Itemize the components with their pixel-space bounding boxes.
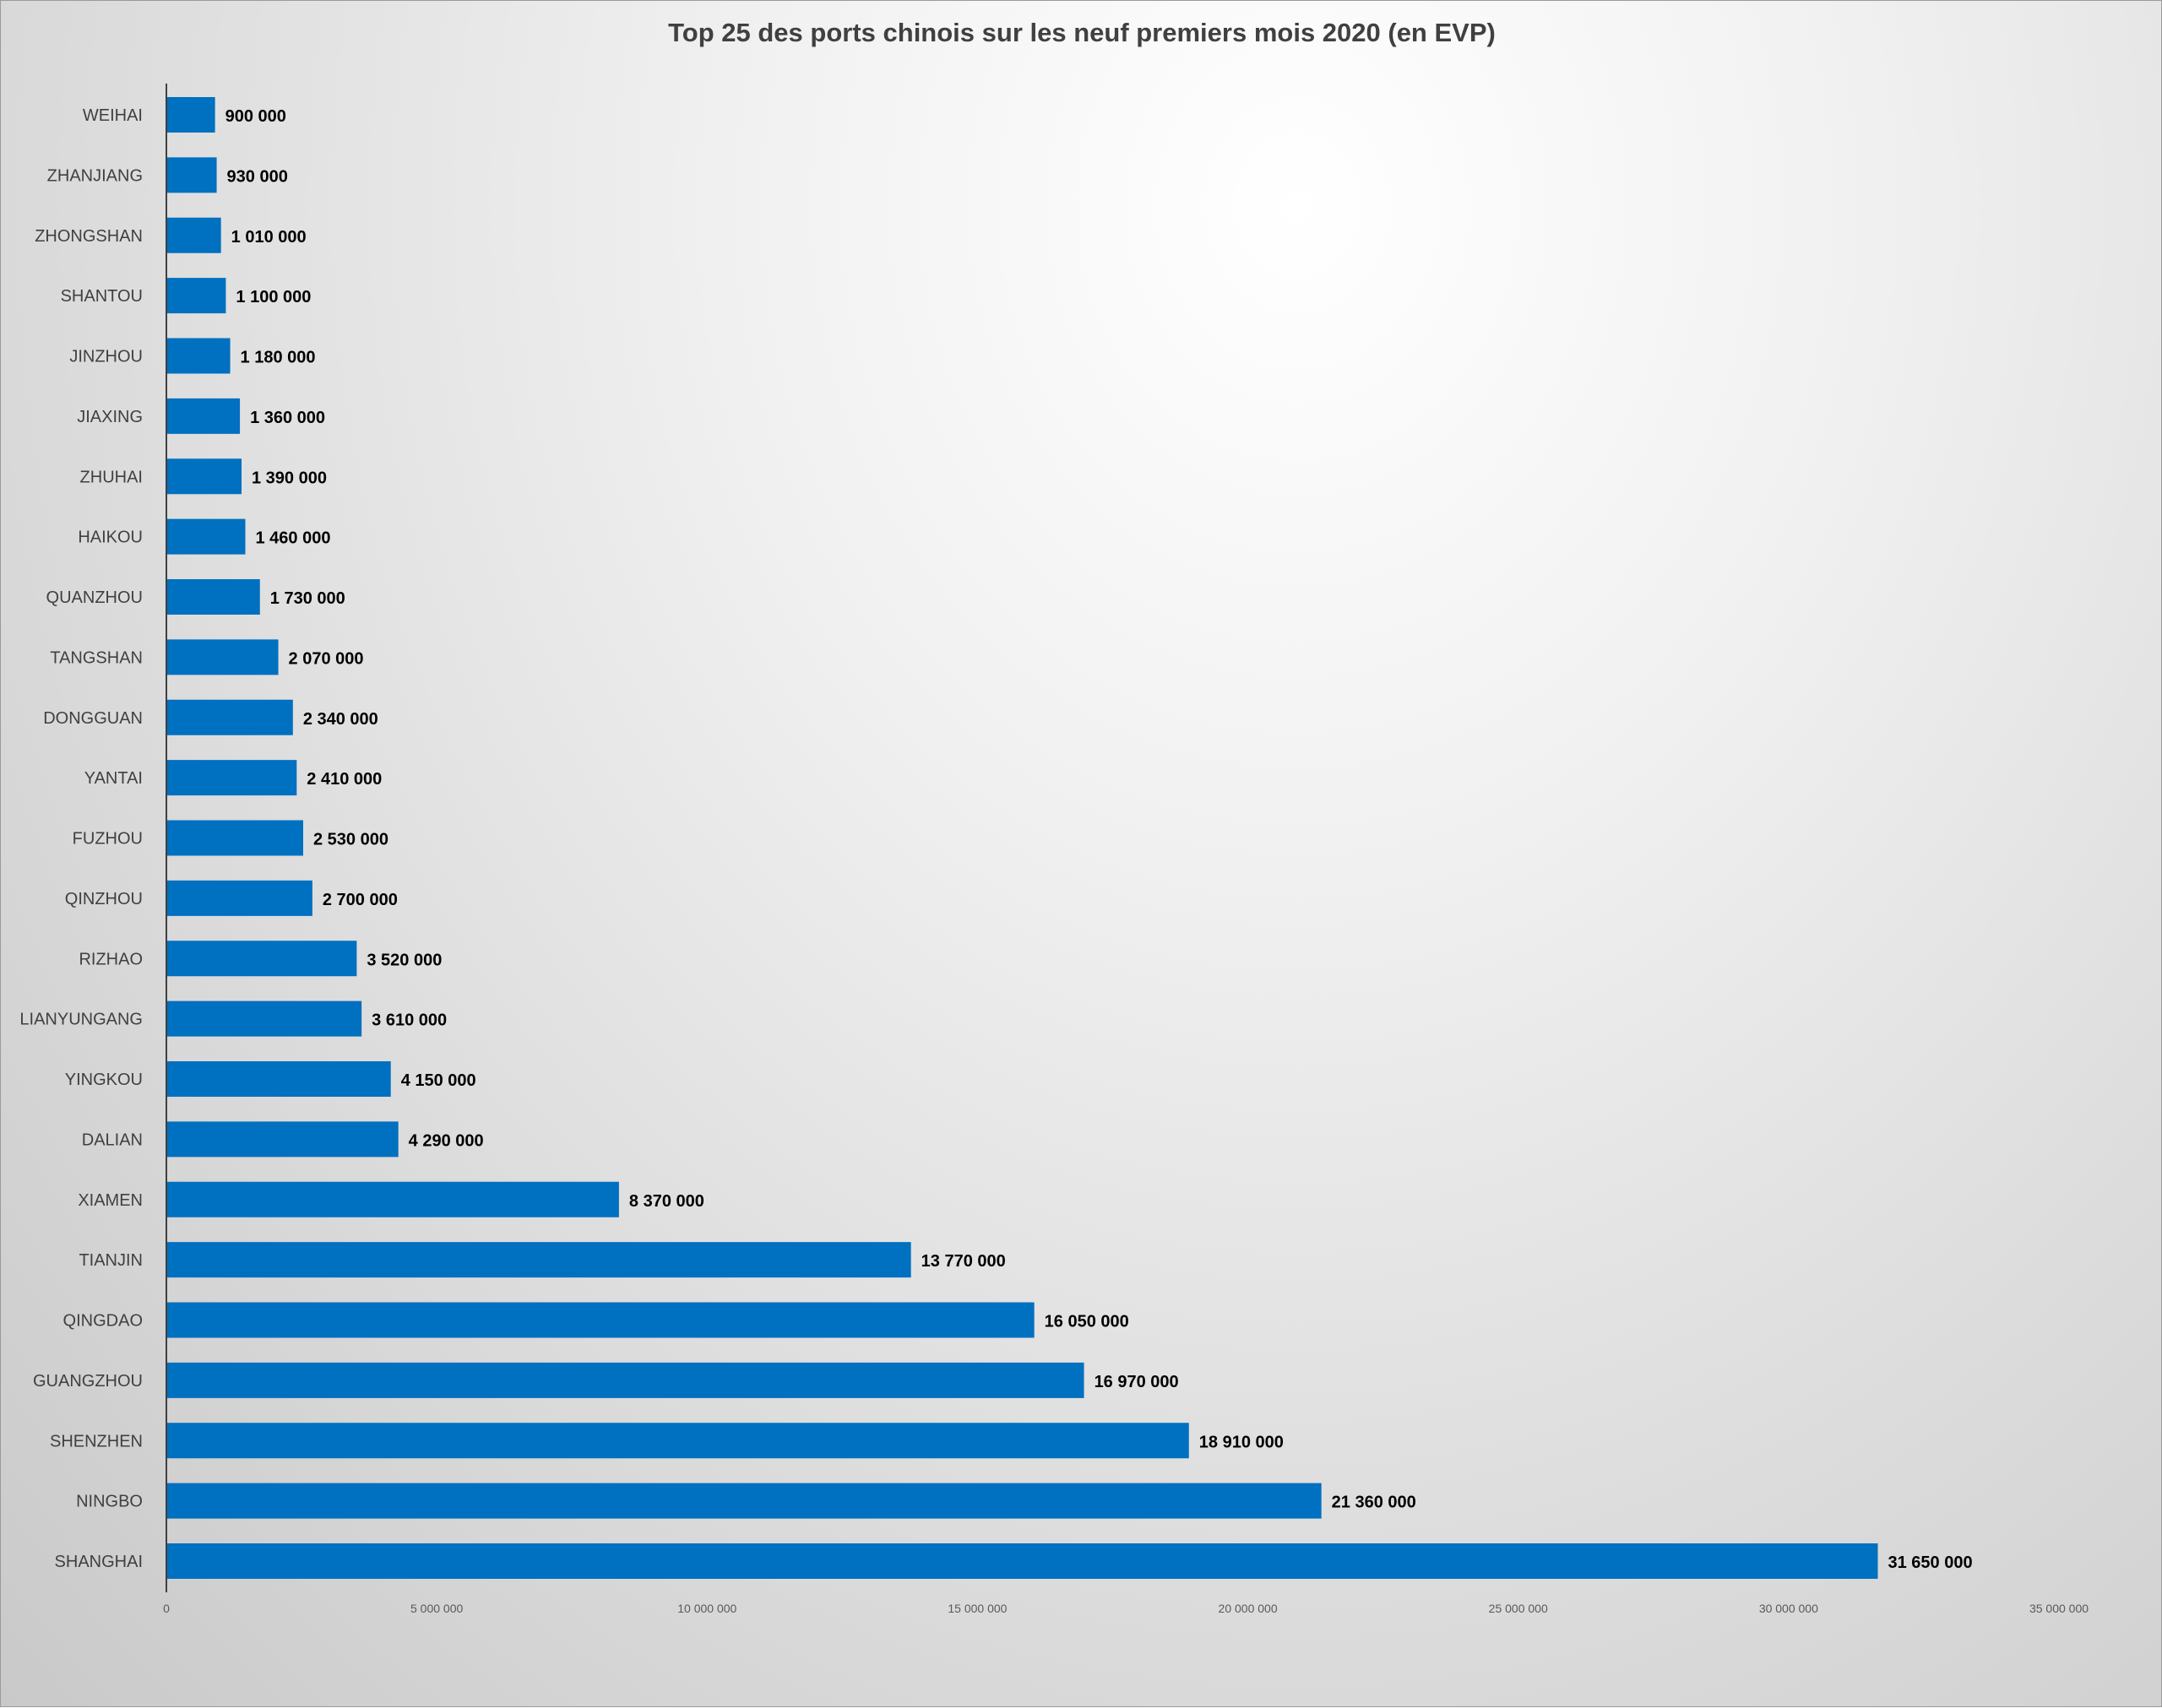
category-label-tianjin: TIANJIN (79, 1251, 143, 1270)
bar-guangzhou (166, 1362, 1084, 1398)
category-label-haikou: HAIKOU (78, 529, 143, 547)
bar-zhongshan (166, 217, 221, 253)
bar-fuzhou (166, 820, 303, 856)
bar-shantou (166, 278, 226, 314)
category-label-shantou: SHANTOU (61, 287, 143, 306)
category-label-ningbo: NINGBO (76, 1493, 143, 1511)
data-label-shantou: 1 100 000 (236, 288, 311, 306)
data-label-tianjin: 13 770 000 (921, 1252, 1006, 1271)
category-label-qingdao: QINGDAO (63, 1312, 143, 1331)
bar-haikou (166, 518, 246, 555)
category-label-fuzhou: FUZHOU (73, 830, 143, 849)
data-label-zhuhai: 1 390 000 (252, 469, 327, 487)
data-label-jinzhou: 1 180 000 (241, 349, 316, 367)
data-label-qinzhou: 2 700 000 (323, 891, 398, 909)
bar-yantai (166, 760, 297, 796)
bar-ningbo (166, 1483, 1322, 1519)
data-label-quanzhou: 1 730 000 (270, 589, 345, 608)
data-label-dalian: 4 290 000 (409, 1131, 484, 1150)
x-tick-label: 0 (163, 1602, 170, 1615)
x-tick-label: 25 000 000 (1489, 1602, 1548, 1615)
x-tick-label: 15 000 000 (948, 1602, 1007, 1615)
category-label-quanzhou: QUANZHOU (46, 588, 143, 607)
x-tick-label: 35 000 000 (2029, 1602, 2089, 1615)
bar-lianyungang (166, 1000, 362, 1037)
data-label-guangzhou: 16 970 000 (1095, 1373, 1179, 1391)
category-label-tangshan: TANGSHAN (50, 648, 143, 667)
x-axis-tick-labels: 0 5 000 000 10 000 000 15 000 000 20 000 000… (163, 1602, 2089, 1615)
bar-qinzhou (166, 880, 312, 916)
bar-zhuhai (166, 458, 242, 495)
data-label-dongguan: 2 340 000 (303, 710, 378, 729)
data-label-xiamen: 8 370 000 (629, 1192, 704, 1211)
category-label-dalian: DALIAN (82, 1131, 143, 1149)
category-label-shanghai: SHANGHAI (55, 1553, 143, 1571)
bar-shanghai (166, 1543, 1878, 1579)
bar-yingkou (166, 1061, 391, 1097)
category-label-zhuhai: ZHUHAI (80, 468, 143, 486)
data-label-fuzhou: 2 530 000 (313, 831, 388, 849)
category-label-jinzhou: JINZHOU (69, 348, 143, 366)
category-label-zhanjiang: ZHANJIANG (47, 166, 143, 185)
data-label-yingkou: 4 150 000 (401, 1071, 476, 1090)
data-label-lianyungang: 3 610 000 (372, 1011, 447, 1030)
data-label-yantai: 2 410 000 (307, 770, 382, 789)
category-label-xiamen: XIAMEN (78, 1191, 143, 1210)
bar-quanzhou (166, 579, 260, 615)
bar-tangshan (166, 639, 279, 675)
bar-dongguan (166, 699, 293, 735)
bar-xiamen (166, 1181, 619, 1217)
data-label-zhanjiang: 930 000 (227, 167, 288, 186)
bar-shenzhen (166, 1423, 1189, 1459)
x-tick-label: 10 000 000 (677, 1602, 736, 1615)
chart-title: Top 25 des ports chinois sur les neuf pr… (668, 18, 1496, 47)
bar-zhanjiang (166, 157, 217, 193)
data-label-tangshan: 2 070 000 (289, 649, 364, 668)
bar-dalian (166, 1121, 399, 1158)
bar-rizhao (166, 941, 357, 977)
data-label-ningbo: 21 360 000 (1332, 1494, 1416, 1512)
category-label-rizhao: RIZHAO (79, 950, 143, 968)
category-label-jiaxing: JIAXING (77, 408, 143, 426)
bar-qingdao (166, 1302, 1035, 1338)
bar-jiaxing (166, 398, 241, 434)
data-label-weihai: 900 000 (225, 107, 286, 126)
x-tick-label: 30 000 000 (1759, 1602, 1818, 1615)
category-label-qinzhou: QINZHOU (65, 890, 143, 908)
data-label-shenzhen: 18 910 000 (1199, 1433, 1284, 1451)
data-label-rizhao: 3 520 000 (367, 951, 442, 969)
x-tick-label: 5 000 000 (410, 1602, 463, 1615)
bar-weihai (166, 97, 215, 133)
value-labels: 900 000 930 000 1 010 000 1 100 000 1 180 00… (225, 107, 1973, 1572)
category-label-yantai: YANTAI (84, 769, 143, 788)
category-label-yingkou: YINGKOU (65, 1071, 143, 1089)
data-label-qingdao: 16 050 000 (1045, 1313, 1129, 1331)
category-label-shenzhen: SHENZHEN (50, 1432, 143, 1450)
category-label-lianyungang: LIANYUNGANG (19, 1011, 143, 1029)
bar-tianjin (166, 1242, 911, 1278)
bars-layer (166, 97, 1878, 1579)
category-label-guangzhou: GUANGZHOU (33, 1372, 143, 1391)
x-tick-label: 20 000 000 (1219, 1602, 1278, 1615)
data-label-zhongshan: 1 010 000 (231, 228, 307, 247)
data-label-jiaxing: 1 360 000 (250, 409, 325, 427)
category-label-zhongshan: ZHONGSHAN (35, 227, 143, 246)
data-label-haikou: 1 460 000 (255, 529, 330, 548)
category-labels: WEIHAI ZHANJIANG ZHONGSHAN SHANTOU JINZHOU JI… (19, 106, 143, 1571)
category-label-weihai: WEIHAI (83, 106, 143, 125)
data-label-shanghai: 31 650 000 (1888, 1553, 1973, 1572)
category-label-dongguan: DONGGUAN (43, 709, 143, 728)
bar-jinzhou (166, 338, 231, 374)
